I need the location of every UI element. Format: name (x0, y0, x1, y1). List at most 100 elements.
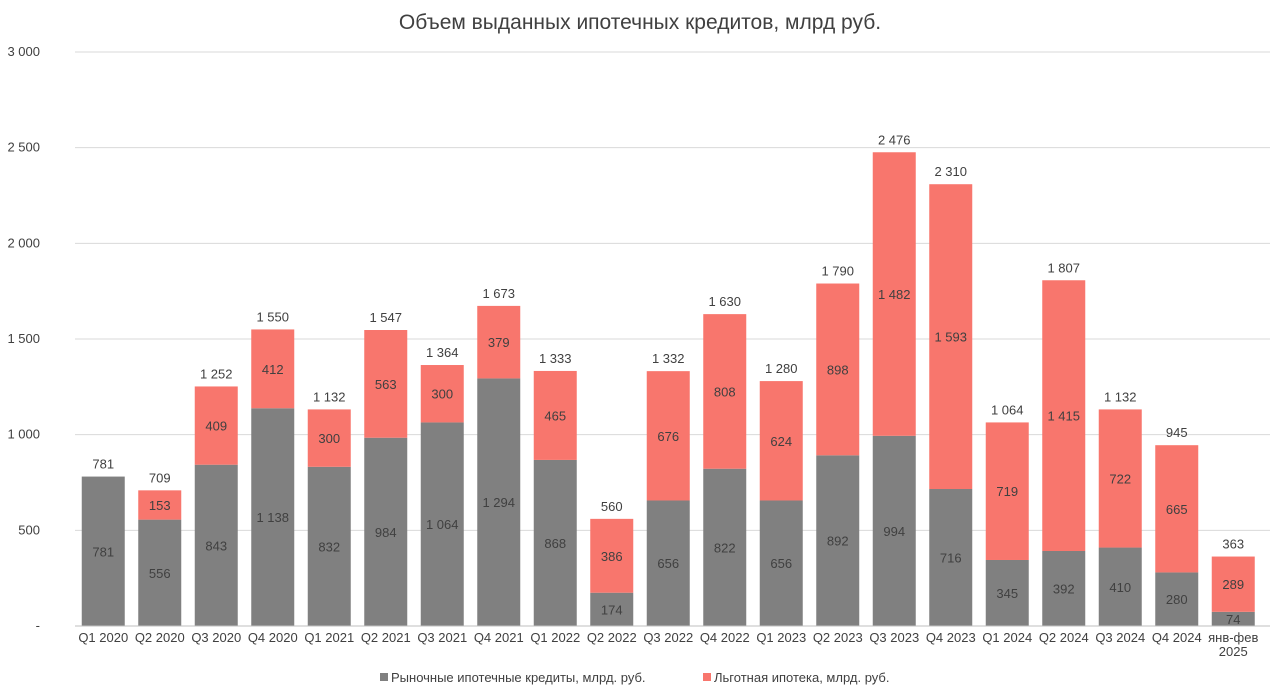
total-label: 2 476 (878, 132, 911, 147)
data-label-subsidized: 1 415 (1047, 409, 1080, 424)
bar-group: 656 676 1 332 (646, 351, 690, 626)
x-tick-label: янв-фев 2025 (1208, 630, 1258, 659)
bar-subsidized-segment (251, 329, 295, 409)
x-tick-label: Q3 2020 (191, 630, 241, 645)
bar-group: 994 1 482 2 476 (872, 132, 916, 626)
x-tick-label: Q4 2024 (1152, 630, 1202, 645)
bar-group: 822 808 1 630 (703, 294, 747, 626)
bar-market-segment (420, 422, 464, 626)
total-label: 1 807 (1047, 260, 1080, 275)
bar-market-segment (929, 489, 973, 626)
legend-swatch (703, 673, 711, 681)
x-tick-label: Q2 2022 (587, 630, 637, 645)
bar-group: 781 781 (81, 457, 125, 626)
bar-group: 392 1 415 1 807 (1042, 260, 1086, 626)
bar-market-segment (364, 437, 408, 626)
x-tick-label: Q1 2020 (78, 630, 128, 645)
data-label-market: 656 (770, 556, 792, 571)
bar-group: 892 898 1 790 (816, 264, 860, 626)
bar-subsidized-segment (477, 305, 521, 379)
bar-market-segment (1042, 550, 1086, 626)
bar-subsidized-segment (590, 518, 634, 593)
total-label: 560 (601, 499, 623, 514)
bar-group: 832 300 1 132 (307, 389, 351, 626)
bar-group: 410 722 1 132 (1098, 389, 1142, 626)
bar-market-segment (872, 435, 916, 626)
data-label-market: 410 (1109, 580, 1131, 595)
bar-group: 1 138 412 1 550 (251, 309, 295, 626)
bar-market-segment (1098, 547, 1142, 626)
x-tick-label: Q3 2022 (643, 630, 693, 645)
data-label-market: 1 294 (482, 495, 515, 510)
x-tick-label: Q2 2024 (1039, 630, 1089, 645)
data-label-market: 74 (1226, 612, 1240, 627)
bar-subsidized-segment (872, 152, 916, 436)
x-tick-label: Q1 2024 (982, 630, 1032, 645)
x-axis: Q1 2020 Q2 2020 Q3 2020 Q4 2020 Q1 2021 Q2 20… (75, 625, 1270, 659)
bar-subsidized-segment (533, 370, 577, 460)
bar-market-segment (307, 466, 351, 626)
total-label: 945 (1166, 425, 1188, 440)
bar-subsidized-segment (364, 330, 408, 438)
data-label-market: 716 (940, 551, 962, 566)
bar-subsidized-segment (646, 371, 690, 501)
x-tick-label: Q4 2021 (474, 630, 524, 645)
bar-group: 868 465 1 333 (533, 351, 577, 626)
x-tick-label: Q3 2023 (869, 630, 919, 645)
x-tick-label: Q3 2021 (417, 630, 467, 645)
legend-label: Льготная ипотека, млрд. руб. (714, 670, 889, 685)
total-label: 1 332 (652, 351, 685, 366)
data-label-market: 392 (1053, 581, 1075, 596)
data-label-subsidized: 465 (544, 408, 566, 423)
total-label: 1 132 (1104, 389, 1137, 404)
legend-swatch (380, 673, 388, 681)
bar-market-segment (1155, 572, 1199, 626)
bar-group: 1 064 300 1 364 (420, 345, 464, 626)
bar-group: 556 153 709 (138, 470, 182, 626)
bar-subsidized-segment (1211, 556, 1255, 612)
total-label: 781 (92, 457, 114, 472)
bar-group: 1 294 379 1 673 (477, 286, 521, 626)
total-label: 1 252 (200, 366, 233, 381)
total-label: 1 064 (991, 402, 1024, 417)
total-label: 363 (1222, 537, 1244, 552)
bar-market-segment (590, 592, 634, 626)
data-label-subsidized: 898 (827, 362, 849, 377)
bar-subsidized-segment (759, 381, 803, 501)
total-label: 1 132 (313, 389, 346, 404)
x-tick-label: Q1 2023 (756, 630, 806, 645)
bars: 781 781 556 153 709 843 409 1 252 1 138 412 1 550 8… (81, 132, 1255, 627)
y-tick-label: 1 000 (7, 427, 40, 442)
data-label-market: 174 (601, 602, 623, 617)
x-tick-label: Q2 2020 (135, 630, 185, 645)
bar-group: 716 1 593 2 310 (929, 164, 973, 626)
total-label: 1 673 (482, 286, 515, 301)
bar-group: 345 719 1 064 (985, 402, 1029, 626)
y-tick-label: 2 000 (7, 235, 40, 250)
data-label-market: 280 (1166, 592, 1188, 607)
data-label-subsidized: 300 (318, 431, 340, 446)
bar-group: 174 386 560 (590, 499, 634, 626)
bar-market-segment (533, 459, 577, 626)
bar-subsidized-segment (138, 490, 182, 520)
data-label-market: 556 (149, 566, 171, 581)
bar-market-segment (477, 378, 521, 626)
chart-title: Объем выданных ипотечных кредитов, млрд … (399, 11, 881, 34)
bar-subsidized-segment (420, 365, 464, 423)
total-label: 2 310 (934, 164, 967, 179)
bar-subsidized-segment (985, 422, 1029, 560)
data-label-subsidized: 300 (431, 387, 453, 402)
bar-market-segment (251, 408, 295, 626)
data-label-subsidized: 153 (149, 498, 171, 513)
bar-subsidized-segment (307, 409, 351, 467)
x-tick-label: Q2 2021 (361, 630, 411, 645)
total-label: 1 280 (765, 361, 798, 376)
total-label: 1 333 (539, 351, 572, 366)
y-tick-label: 1 500 (7, 331, 40, 346)
bar-subsidized-segment (929, 184, 973, 490)
data-label-market: 1 064 (426, 517, 459, 532)
data-label-market: 345 (996, 586, 1018, 601)
data-label-subsidized: 719 (996, 484, 1018, 499)
